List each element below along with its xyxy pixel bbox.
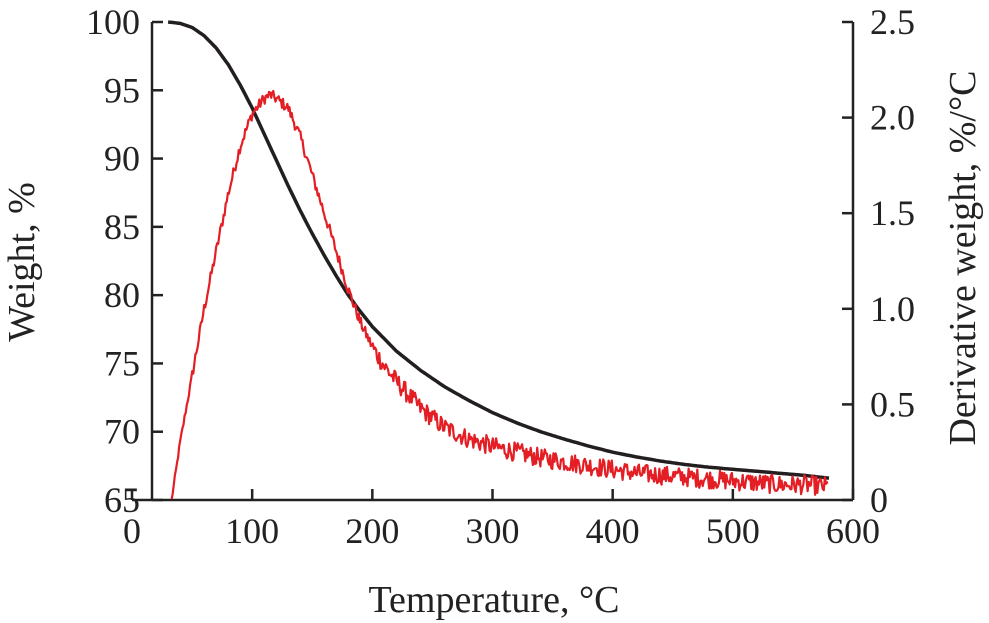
right-y-tick-label: 2.5 [870,2,915,42]
left-y-tick-label: 90 [104,139,140,179]
derivative-weight-line [170,89,829,500]
left-y-tick-label: 100 [86,2,140,42]
x-tick-label: 300 [466,511,520,551]
left-y-tick-label: 65 [104,480,140,520]
left-y-tick-label: 95 [104,70,140,110]
ticks-group: 0 100 200 300 400 500 600 65 70 75 80 85 90 95 100 0 0.5… [86,2,915,551]
x-tick-label: 400 [586,511,640,551]
left-y-tick-label: 70 [104,412,140,452]
right-y-tick-label: 0 [870,480,888,520]
left-y-tick-label: 75 [104,343,140,383]
weight-line [167,20,830,480]
left-y-tick-label: 85 [104,207,140,247]
series-group [167,20,830,500]
x-tick-label: 500 [706,511,760,551]
right-y-tick-label: 1.0 [870,289,915,329]
x-tick-label: 600 [826,511,880,551]
left-y-tick-label: 80 [104,275,140,315]
x-tick-label: 100 [225,511,279,551]
right-y-axis-title: Derivative weight, %/°C [942,70,984,445]
right-y-tick-label: 1.5 [870,193,915,233]
x-tick-label: 0 [123,511,141,551]
right-y-tick-label: 2.0 [870,98,915,138]
right-y-tick-label: 0.5 [870,384,915,424]
x-tick-label: 200 [345,511,399,551]
x-axis-title: Temperature, °C [369,579,620,621]
left-y-axis-title: Weight, % [1,182,43,341]
axes-group [132,22,855,502]
